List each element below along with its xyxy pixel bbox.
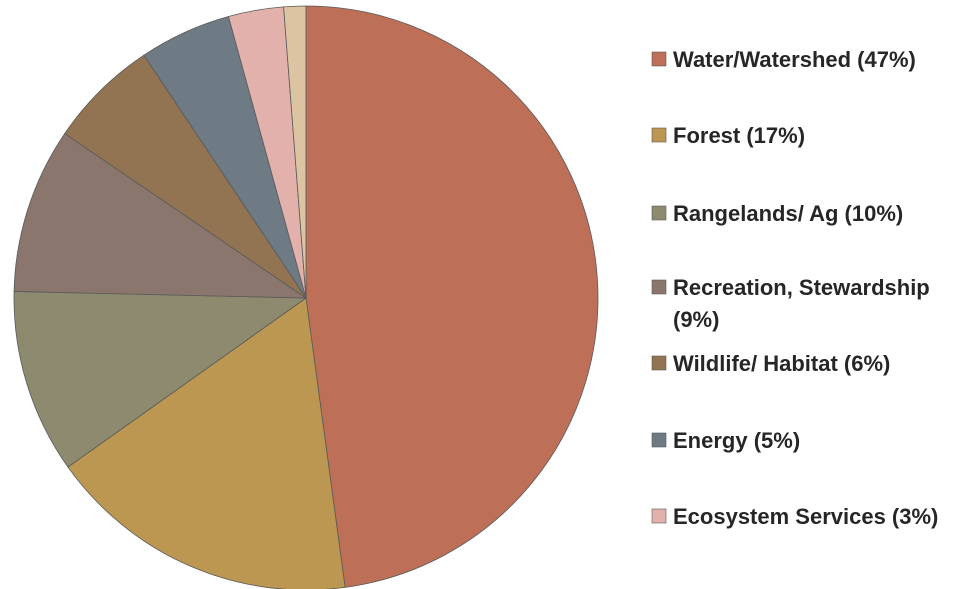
pie-slice-0 [305, 5, 599, 588]
legend-label-4: Wildlife/ Habitat (6%) [673, 351, 890, 376]
legend-swatch-6 [651, 508, 667, 524]
legend-swatch-0 [651, 51, 667, 67]
legend-label-6: Ecosystem Services (3%) [673, 504, 938, 529]
legend-label-3: Recreation, Stewardship (9%) [673, 275, 930, 332]
pie-slice-2 [13, 291, 308, 468]
pie-slice-3 [13, 132, 308, 299]
pie-slices [13, 5, 599, 589]
legend-swatch-5 [651, 432, 667, 448]
legend-swatch-3 [651, 279, 667, 295]
legend-label-1: Forest (17%) [673, 123, 805, 148]
legend-label-2: Rangelands/ Ag (10%) [673, 201, 903, 226]
legend-swatch-2 [651, 205, 667, 221]
legend-label-0: Water/Watershed (47%) [673, 47, 916, 72]
pie-slice-1 [67, 297, 346, 589]
legend-label-5: Energy (5%) [673, 428, 800, 453]
legend-swatch-1 [651, 127, 667, 143]
pie-slice-7 [283, 5, 307, 299]
legend: Water/Watershed (47%) Forest (17%) Rangela… [651, 47, 938, 529]
legend-swatch-4 [651, 355, 667, 371]
